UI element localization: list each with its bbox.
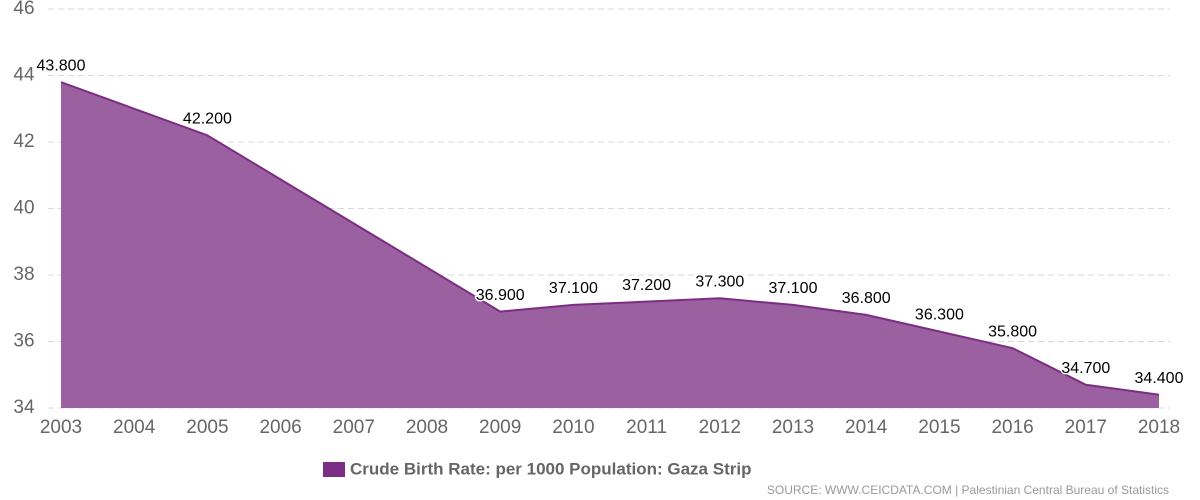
x-tick-label: 2018: [1138, 417, 1180, 438]
data-label: 37.200: [622, 277, 671, 294]
x-tick-label: 2007: [333, 417, 375, 438]
x-tick-label: 2013: [772, 417, 814, 438]
x-tick-label: 2016: [991, 417, 1033, 438]
y-tick-label: 42: [13, 131, 34, 152]
y-tick-label: 40: [13, 198, 34, 219]
x-tick-label: 2015: [918, 417, 960, 438]
legend-label: Crude Birth Rate: per 1000 Population: G…: [350, 459, 751, 478]
data-label: 37.300: [695, 273, 744, 290]
x-tick-label: 2011: [626, 417, 667, 438]
source-note: SOURCE: WWW.CEICDATA.COM | Palestinian C…: [767, 483, 1169, 497]
data-label: 43.800: [37, 57, 86, 74]
data-label: 42.200: [183, 111, 232, 128]
data-label: 36.900: [476, 287, 525, 304]
data-label: 36.800: [842, 290, 891, 307]
x-tick-label: 2010: [552, 417, 594, 438]
area-line: [60, 81, 1160, 396]
data-label: 37.100: [549, 280, 598, 297]
area-fill: [61, 82, 1159, 409]
data-label: 36.300: [915, 307, 964, 324]
x-tick-label: 2004: [113, 417, 156, 438]
x-tick-label: 2006: [259, 417, 301, 438]
x-tick-label: 2009: [479, 417, 521, 438]
data-label: 37.100: [769, 280, 818, 297]
x-tick-label: 2005: [186, 417, 228, 438]
data-label: 34.400: [1135, 370, 1184, 387]
data-label: 34.700: [1061, 360, 1110, 377]
y-tick-label: 44: [13, 65, 35, 86]
x-tick-label: 2003: [40, 417, 82, 438]
x-tick-label: 2012: [699, 417, 741, 438]
y-tick-label: 36: [13, 331, 34, 352]
y-tick-label: 38: [13, 264, 34, 285]
y-tick-label: 34: [13, 397, 35, 418]
x-tick-label: 2014: [845, 417, 888, 438]
x-tick-label: 2008: [406, 417, 448, 438]
y-tick-label: 46: [13, 0, 34, 19]
data-label: 35.800: [988, 323, 1037, 340]
legend-swatch: [323, 462, 345, 477]
x-tick-label: 2017: [1065, 417, 1107, 438]
